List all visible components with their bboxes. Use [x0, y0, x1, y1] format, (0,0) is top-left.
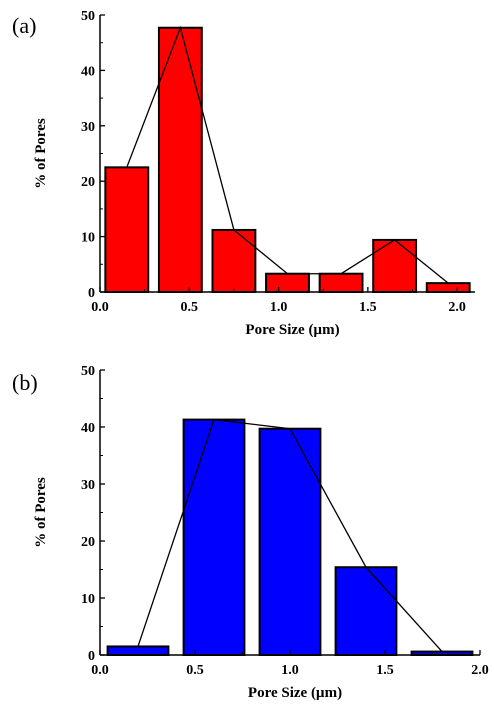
x-tick-label: 0.0 — [91, 300, 109, 315]
panel-label: (a) — [12, 13, 36, 38]
bar — [318, 272, 364, 293]
bar — [211, 228, 257, 293]
x-tick-label: 0.0 — [91, 663, 109, 678]
y-axis-title: % of Pores — [33, 477, 49, 548]
x-tick-label: 1.5 — [376, 663, 394, 678]
bar — [157, 26, 203, 293]
bar — [182, 418, 246, 656]
chart-panel-a: 0 10 20 30 40 50 0.0 0.5 1.0 1.5 2.0 Pore Size (µm)… — [12, 9, 475, 338]
bar — [104, 166, 150, 294]
y-tick-label: 40 — [81, 421, 95, 436]
bar — [258, 427, 322, 656]
y-tick-label: 0 — [88, 286, 95, 301]
y-tick-label: 10 — [81, 592, 95, 607]
bar — [106, 645, 170, 657]
x-tick-label: 1.0 — [281, 663, 299, 678]
x-axis-title: Pore Size (µm) — [245, 322, 339, 338]
bar — [372, 238, 418, 293]
panel-label: (b) — [12, 370, 38, 395]
y-tick-label: 40 — [81, 64, 95, 79]
y-tick-label: 10 — [81, 231, 95, 246]
bar — [334, 566, 398, 656]
y-tick-label: 0 — [88, 649, 95, 664]
series-line — [137, 418, 443, 653]
x-tick-label: 1.0 — [270, 300, 288, 315]
series-line — [126, 25, 449, 284]
y-axis-title: % of Pores — [33, 118, 49, 189]
x-tick-label: 2.0 — [448, 300, 466, 315]
x-axis-title: Pore Size (µm) — [248, 685, 342, 701]
x-tick-label: 0.5 — [186, 663, 204, 678]
bar — [425, 282, 471, 293]
y-tick-label: 30 — [81, 478, 95, 493]
y-tick-label: 30 — [81, 120, 95, 135]
bar — [265, 272, 310, 293]
x-tick-label: 1.5 — [359, 300, 377, 315]
y-tick-label: 20 — [81, 175, 95, 190]
y-tick-label: 50 — [81, 364, 95, 379]
y-tick-label: 50 — [81, 9, 95, 24]
chart-panel-b: 0 10 20 30 40 50 0.0 0.5 1.0 1.5 2.0 Pore Size (µm)… — [12, 364, 489, 701]
y-tick-label: 20 — [81, 535, 95, 550]
x-tick-label: 2.0 — [471, 663, 489, 678]
x-tick-label: 0.5 — [181, 300, 199, 315]
